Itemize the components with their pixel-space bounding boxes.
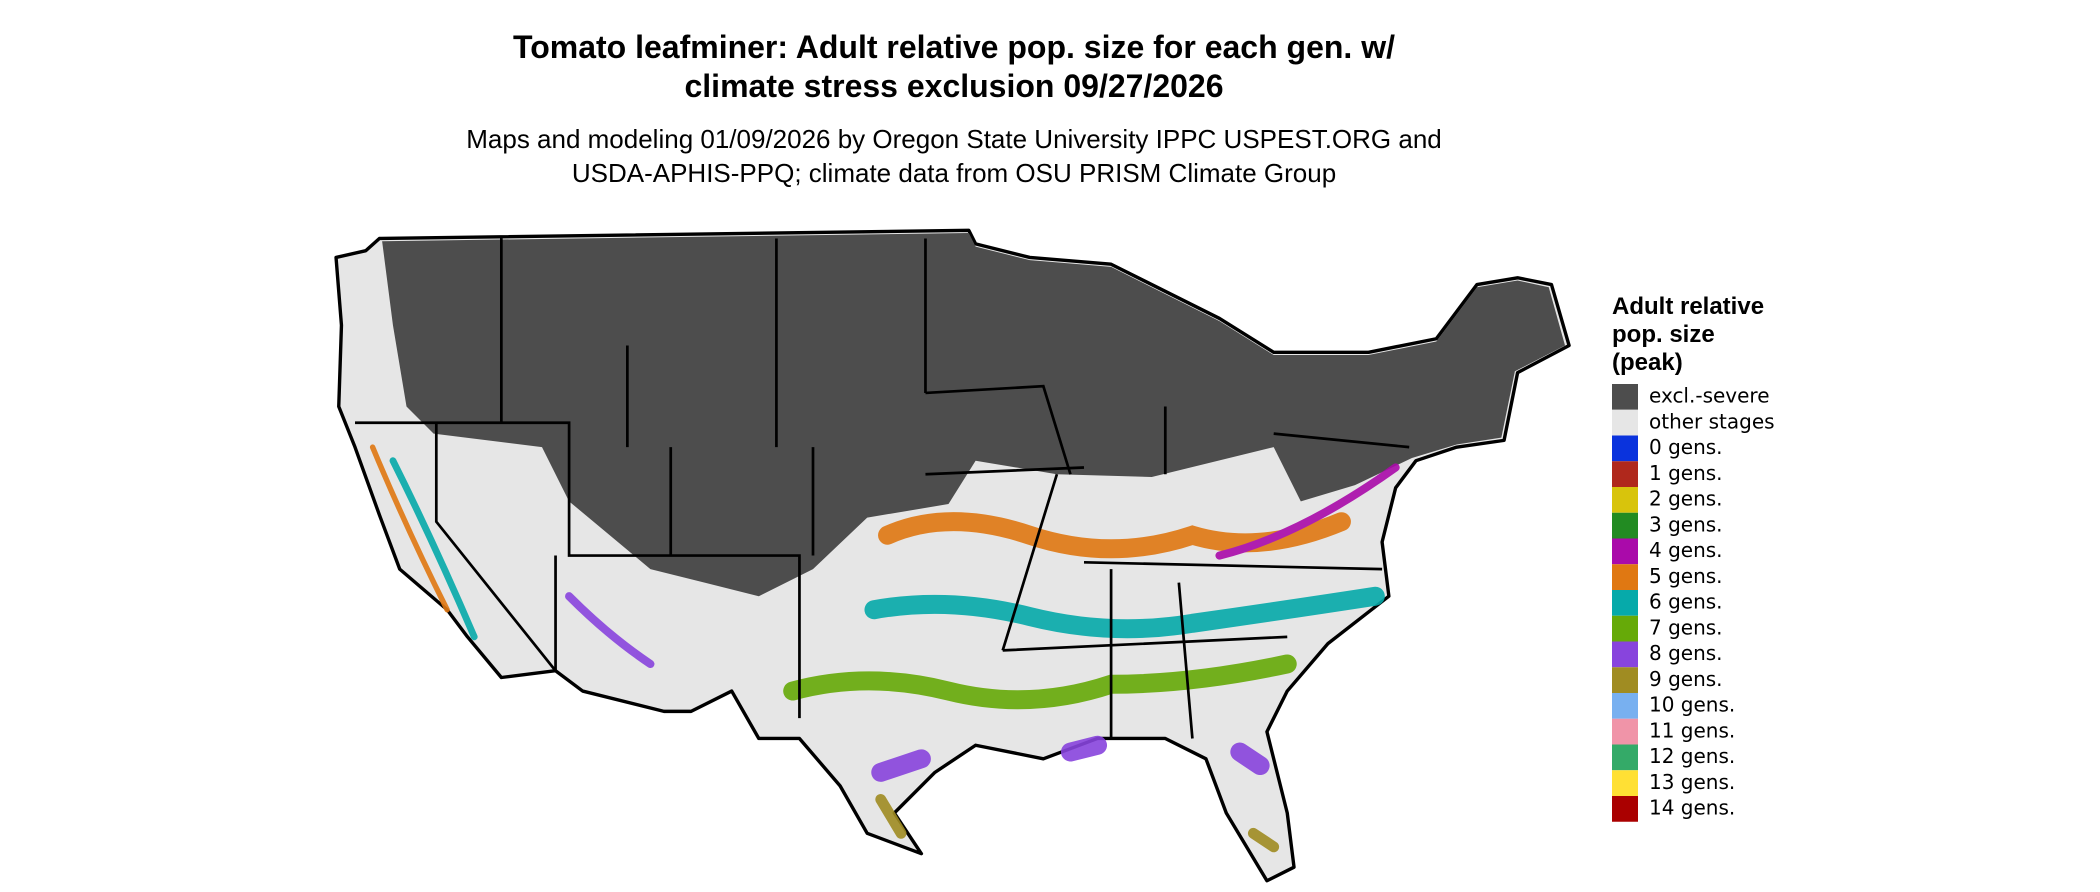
legend-label: 5 gens. (1649, 564, 1723, 588)
legend-title: pop. size (1612, 321, 1715, 348)
legend-label: 11 gens. (1649, 718, 1735, 742)
legend-swatch (1612, 564, 1638, 590)
legend-swatch (1612, 744, 1638, 771)
legend-title: Adult relative (1612, 293, 1764, 320)
legend-swatch (1612, 512, 1638, 539)
title: Tomato leafminer: Adult relative pop. si… (513, 29, 1395, 65)
generation-bands (369, 444, 1400, 853)
legend-swatch (1612, 461, 1638, 487)
legend-swatch (1612, 770, 1638, 796)
legend-label: 4 gens. (1649, 538, 1723, 562)
subtitle: Maps and modeling 01/09/2026 by Oregon S… (466, 124, 1442, 154)
subtitle: USDA-APHIS-PPQ; climate data from OSU PR… (572, 158, 1336, 188)
legend-label: 9 gens. (1649, 667, 1723, 691)
legend-label: 8 gens. (1649, 641, 1723, 665)
legend-label: other stages (1649, 409, 1775, 433)
legend-swatch (1612, 590, 1638, 616)
legend-label: 2 gens. (1649, 487, 1723, 511)
legend-label: 0 gens. (1649, 435, 1723, 459)
legend-swatch (1612, 384, 1638, 410)
legend-swatch (1612, 641, 1638, 668)
legend-label: 14 gens. (1649, 796, 1735, 820)
legend-swatch (1612, 693, 1638, 719)
legend-label: 3 gens. (1649, 512, 1723, 536)
legend-swatch (1612, 796, 1638, 822)
legend-swatch (1612, 538, 1638, 565)
legend-title: (peak) (1612, 349, 1683, 376)
legend-swatch (1612, 615, 1638, 642)
legend-label: excl.-severe (1649, 384, 1770, 408)
legend-label: 1 gens. (1649, 461, 1723, 485)
map (334, 228, 1571, 883)
legend-swatch (1612, 718, 1638, 745)
legend-swatch (1612, 435, 1638, 462)
excluded-region (382, 233, 1566, 597)
legend-label: 7 gens. (1649, 615, 1723, 639)
legend-swatch (1612, 487, 1638, 513)
state-borders (355, 238, 1410, 739)
legend-label: 12 gens. (1649, 744, 1735, 768)
title: climate stress exclusion 09/27/2026 (684, 68, 1223, 104)
legend-swatch (1612, 409, 1638, 436)
legend-swatch (1612, 667, 1638, 693)
legend-label: 13 gens. (1649, 770, 1735, 794)
legend-label: 6 gens. (1649, 590, 1723, 614)
legend-label: 10 gens. (1649, 693, 1735, 717)
